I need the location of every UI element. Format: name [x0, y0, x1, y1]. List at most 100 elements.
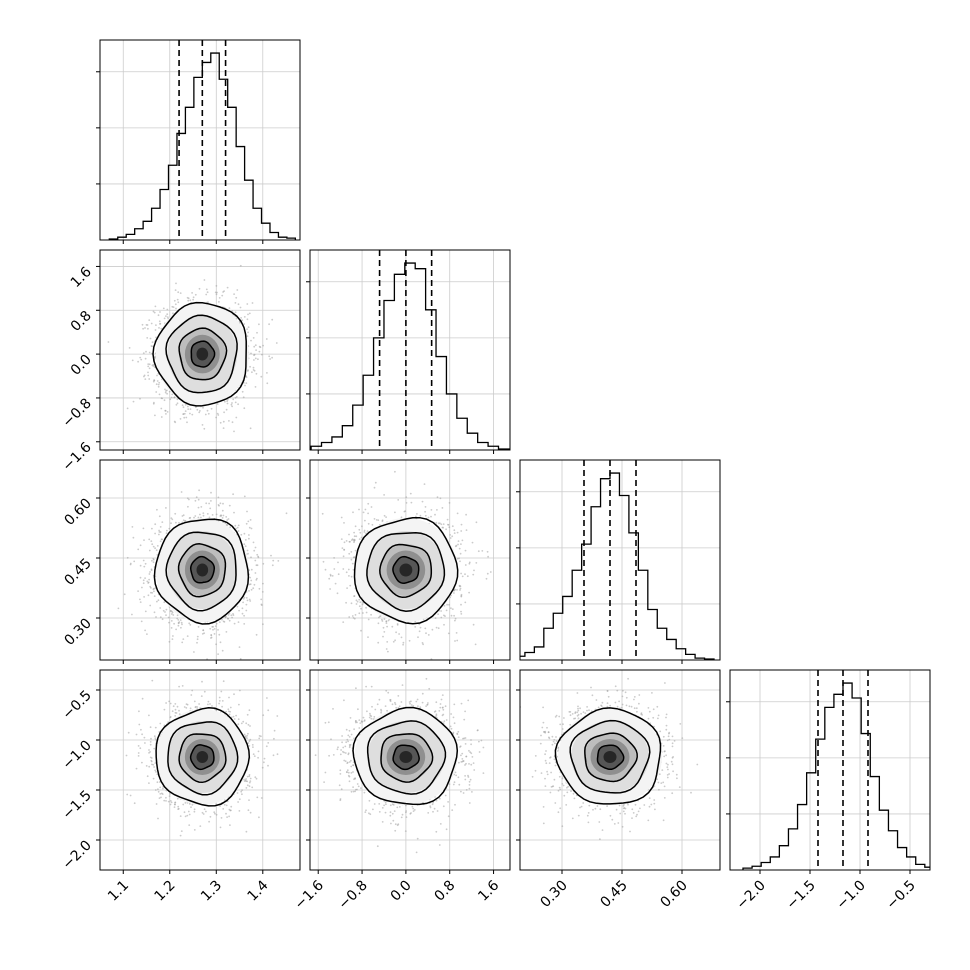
contour-line	[165, 531, 237, 612]
sample-point	[152, 561, 155, 564]
sample-point	[233, 430, 235, 433]
density-fill	[196, 563, 209, 577]
sample-point	[265, 338, 268, 340]
sample-point	[367, 512, 369, 515]
sample-point	[196, 635, 199, 638]
sample-point	[157, 599, 160, 602]
sample-point	[170, 517, 173, 519]
sample-point	[247, 313, 249, 316]
sample-point	[154, 305, 157, 308]
sample-point	[234, 311, 237, 314]
sample-point	[260, 598, 263, 601]
sample-point	[217, 496, 220, 499]
sample-point	[358, 508, 360, 511]
sample-point	[152, 545, 155, 548]
sample-point	[126, 407, 129, 410]
sample-point	[258, 345, 261, 348]
sample-point	[221, 509, 224, 512]
sample-point	[192, 296, 195, 299]
sample-point	[250, 352, 252, 355]
sample-point	[165, 315, 167, 317]
sample-point	[225, 408, 228, 411]
sample-point	[167, 616, 170, 619]
sample-point	[285, 512, 288, 515]
sample-point	[253, 359, 255, 361]
sample-point	[179, 418, 182, 420]
sample-point	[255, 564, 258, 567]
histogram-step-line	[108, 52, 296, 240]
sample-point	[141, 586, 143, 589]
sample-point	[210, 636, 213, 639]
sample-point	[456, 531, 459, 534]
sample-point	[244, 539, 247, 541]
sample-point	[195, 496, 198, 499]
sample-point	[168, 527, 171, 530]
sample-point	[107, 341, 110, 343]
sample-point	[194, 515, 197, 517]
sample-point	[183, 416, 186, 419]
sample-point	[177, 619, 180, 621]
sample-point	[194, 293, 197, 296]
sample-point	[148, 367, 151, 370]
sample-point	[199, 410, 201, 412]
sample-point	[153, 311, 156, 314]
sample-point	[235, 396, 238, 398]
sample-point	[142, 352, 145, 354]
sample-point	[158, 393, 161, 396]
sample-point	[146, 337, 149, 339]
sample-point	[180, 621, 183, 624]
sample-point	[448, 502, 451, 504]
sample-point	[152, 557, 155, 560]
sample-point	[164, 409, 167, 412]
sample-point	[252, 541, 255, 544]
sample-point	[453, 614, 455, 617]
sample-point	[225, 631, 228, 633]
sample-point	[148, 378, 151, 380]
sample-point	[461, 539, 464, 542]
sample-point	[224, 615, 227, 618]
sample-point	[197, 498, 200, 501]
sample-point	[156, 508, 158, 511]
sample-point	[215, 643, 218, 646]
sample-point	[231, 421, 234, 424]
sample-point	[231, 616, 234, 619]
sample-point	[459, 552, 462, 555]
sample-point	[224, 400, 226, 403]
sample-point	[176, 398, 179, 401]
sample-point	[154, 329, 157, 331]
sample-point	[202, 406, 204, 409]
sample-point	[200, 506, 203, 508]
sample-point	[160, 407, 163, 410]
sample-point	[181, 515, 184, 517]
sample-point	[252, 369, 255, 371]
sample-point	[146, 324, 149, 326]
sample-point	[139, 576, 142, 579]
sample-point	[218, 297, 221, 299]
sample-point	[219, 421, 222, 424]
sample-point	[427, 634, 430, 636]
sample-point	[218, 621, 221, 623]
sample-point	[215, 293, 218, 296]
sample-point	[352, 617, 355, 619]
sample-point	[198, 287, 201, 290]
density-fill	[196, 347, 209, 361]
sample-point	[132, 400, 135, 403]
sample-point	[147, 371, 149, 374]
sample-point	[175, 282, 177, 285]
sample-point	[329, 588, 331, 590]
sample-point	[242, 396, 245, 399]
sample-point	[129, 562, 132, 565]
sample-point	[245, 376, 248, 379]
sample-point	[151, 341, 154, 344]
sample-point	[189, 408, 192, 410]
sample-point	[425, 632, 427, 635]
sample-point	[177, 291, 180, 294]
sample-point	[203, 279, 206, 281]
sample-point	[152, 310, 155, 313]
sample-point	[150, 352, 153, 355]
sample-point	[144, 577, 147, 579]
sample-point	[139, 564, 142, 567]
sample-point	[236, 605, 239, 608]
sample-point	[153, 595, 156, 597]
